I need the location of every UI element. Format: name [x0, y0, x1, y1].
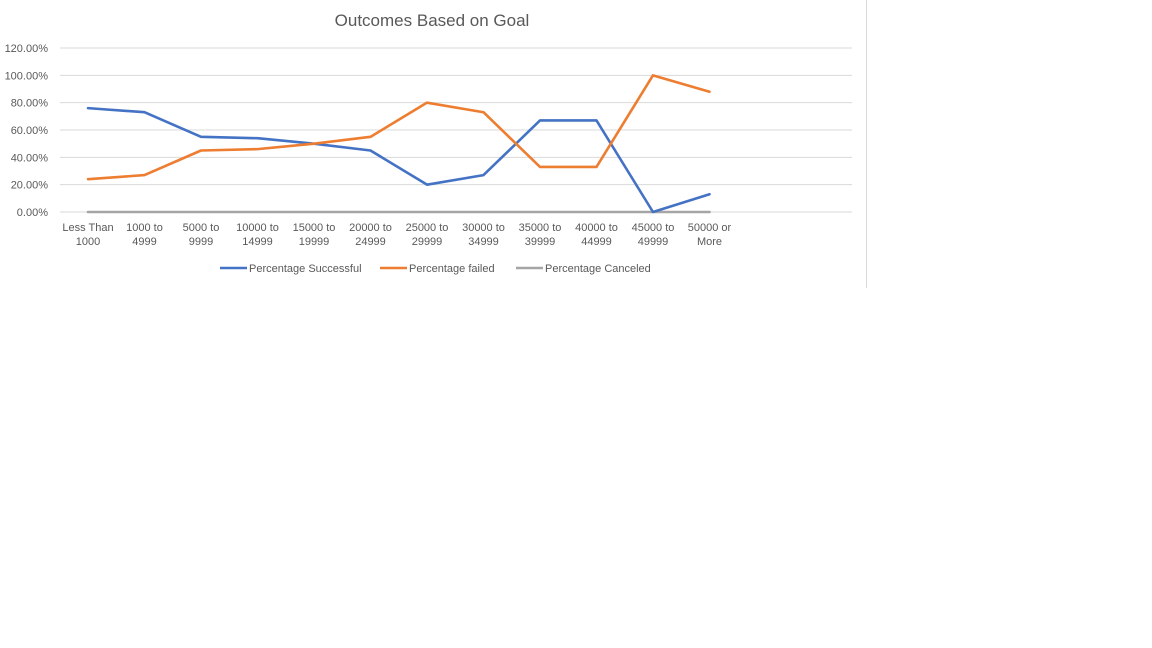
chart-title: Outcomes Based on Goal [335, 11, 530, 30]
gridlines [60, 47, 852, 213]
x-tick-label: 40000 to [575, 222, 618, 234]
x-tick-label: 5000 to [183, 222, 220, 234]
x-tick-label: Less Than [62, 222, 113, 234]
y-axis-ticks: 0.00% 20.00% 40.00% 60.00% 80.00% 100.00% 120.… [5, 43, 49, 219]
x-tick-label: 29999 [412, 236, 443, 248]
y-tick-label: 0.00% [17, 207, 48, 219]
line-chart: Outcomes Based on Goal 0.00% 20.00% 40.00%… [5, 11, 852, 275]
x-tick-label: 39999 [525, 236, 556, 248]
x-tick-label: 20000 to [349, 222, 392, 234]
x-tick-label: 4999 [132, 236, 156, 248]
legend-label: Percentage Canceled [545, 263, 651, 275]
x-tick-label: 25000 to [406, 222, 449, 234]
legend-label: Percentage failed [409, 263, 495, 275]
x-tick-label: 24999 [355, 236, 386, 248]
x-tick-label: 50000 or [688, 222, 732, 234]
x-tick-label: More [697, 236, 722, 248]
x-tick-label: 19999 [299, 236, 330, 248]
chart-panel: Outcomes Based on Goal 0.00% 20.00% 40.00%… [0, 0, 867, 288]
x-tick-label: 49999 [638, 236, 669, 248]
x-tick-label: 15000 to [293, 222, 336, 234]
x-tick-label: 9999 [189, 236, 213, 248]
x-tick-label: 1000 [76, 236, 100, 248]
series-line-0 [86, 106, 711, 214]
y-tick-label: 60.00% [11, 125, 49, 137]
x-axis-ticks: Less Than 1000 1000 to 4999 5000 to 9999 10000… [62, 222, 731, 248]
x-tick-label: 45000 to [632, 222, 675, 234]
x-tick-label: 10000 to [236, 222, 279, 234]
y-tick-label: 20.00% [11, 180, 49, 192]
x-tick-label: 30000 to [462, 222, 505, 234]
x-tick-label: 44999 [581, 236, 612, 248]
x-tick-label: 35000 to [519, 222, 562, 234]
y-tick-label: 40.00% [11, 152, 49, 164]
series-line-1 [86, 74, 711, 181]
x-tick-label: 14999 [242, 236, 273, 248]
x-tick-label: 34999 [468, 236, 499, 248]
legend-label: Percentage Successful [249, 263, 362, 275]
x-tick-label: 1000 to [126, 222, 163, 234]
y-tick-label: 100.00% [5, 70, 49, 82]
y-tick-label: 120.00% [5, 43, 49, 55]
series-lines [86, 74, 711, 214]
y-tick-label: 80.00% [11, 98, 49, 110]
legend: Percentage Successful Percentage failed Pe… [220, 263, 651, 275]
